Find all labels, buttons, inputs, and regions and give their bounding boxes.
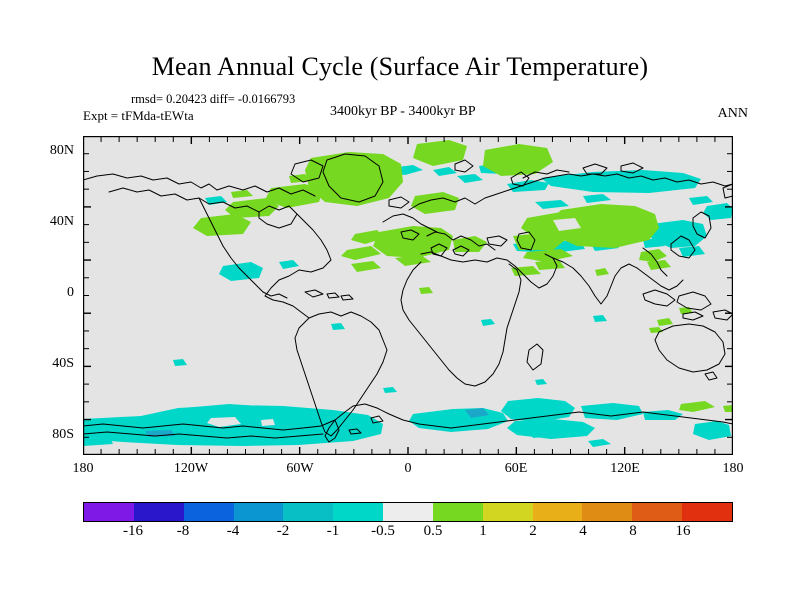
colorbar-tick-label-4: -1 xyxy=(326,523,340,539)
experiment-annotation: Expt = tFMda-tEWta xyxy=(83,108,194,123)
colorbar-tick-label-10: 8 xyxy=(629,523,637,539)
colorbar-swatch-9 xyxy=(532,503,583,521)
period-annotation: 3400kyr BP - 3400kyr BP xyxy=(330,104,476,119)
colorbar-tick-label-7: 1 xyxy=(479,523,487,539)
colorbar-swatch-6 xyxy=(383,503,433,521)
colorbar-tick-label-8: 2 xyxy=(529,523,537,539)
colorbar-tick-label-1: -8 xyxy=(176,523,190,539)
y-tick-label-80n: 80N xyxy=(49,143,74,158)
x-tick-label-60e: 60E xyxy=(504,461,528,476)
world-map xyxy=(83,136,733,455)
colorbar-swatch-2 xyxy=(183,503,234,521)
y-tick-label-40n: 40N xyxy=(49,214,74,229)
x-tick-label-0: 0 xyxy=(404,461,412,476)
colorbar-swatch-5 xyxy=(333,503,384,521)
colorbar-swatch-12 xyxy=(682,503,732,521)
x-tick-label-180e: 180 xyxy=(722,461,744,476)
page-title: Mean Annual Cycle (Surface Air Temperatu… xyxy=(151,52,649,81)
colorbar xyxy=(83,502,733,522)
colorbar-swatch-1 xyxy=(133,503,184,521)
map-plot-area xyxy=(83,136,733,455)
x-tick-label-120e: 120E xyxy=(610,461,640,476)
colorbar-swatch-11 xyxy=(632,503,683,521)
colorbar-swatch-8 xyxy=(482,503,533,521)
y-tick-label-80s: 80S xyxy=(52,427,74,442)
colorbar-tick-label-11: 16 xyxy=(675,523,691,539)
colorbar-tick-label-9: 4 xyxy=(579,523,587,539)
colorbar-swatch-3 xyxy=(233,503,284,521)
colorbar-swatch-0 xyxy=(84,503,134,521)
colorbar-swatch-10 xyxy=(582,503,633,521)
x-tick-label-120w: 120W xyxy=(173,461,209,476)
colorbar-tick-label-6: 0.5 xyxy=(423,523,443,539)
anomaly-patches-warm xyxy=(193,140,733,412)
colorbar-tick-label-0: -16 xyxy=(123,523,143,539)
colorbar-swatches xyxy=(83,502,733,522)
colorbar-tick-label-2: -4 xyxy=(226,523,240,539)
x-tick-label-180w: 180 xyxy=(72,461,94,476)
coastlines xyxy=(83,153,733,443)
colorbar-tick-label-3: -2 xyxy=(276,523,290,539)
season-annotation: ANN xyxy=(717,106,748,121)
y-tick-label-0: 0 xyxy=(67,285,74,300)
anomaly-patches-cool xyxy=(83,163,733,447)
colorbar-tick-label-5: -0.5 xyxy=(371,523,395,539)
colorbar-swatch-4 xyxy=(283,503,334,521)
y-tick-label-40s: 40S xyxy=(52,356,74,371)
colorbar-swatch-7 xyxy=(432,503,483,521)
x-tick-label-60w: 60W xyxy=(286,461,314,476)
plot-frame xyxy=(83,136,733,455)
statistics-annotation: rmsd= 0.20423 diff= -0.0166793 xyxy=(131,92,296,106)
